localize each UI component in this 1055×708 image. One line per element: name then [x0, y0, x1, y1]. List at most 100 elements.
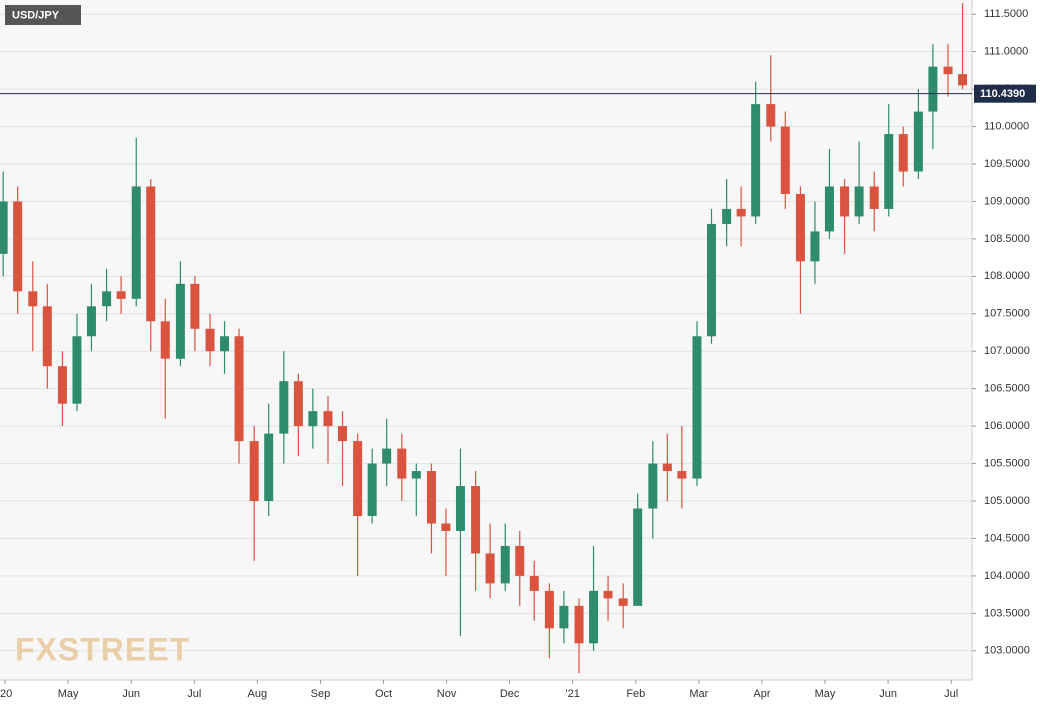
- candle-body: [928, 66, 938, 112]
- x-tick-label: Oct: [375, 688, 392, 700]
- candle-body: [751, 104, 761, 217]
- candle-body: [0, 201, 8, 254]
- candle-body: [249, 441, 259, 502]
- x-tick-label: Feb: [626, 688, 645, 700]
- watermark: FXSTREET: [15, 631, 190, 667]
- x-tick-label: Sep: [311, 688, 331, 700]
- candle-body: [544, 590, 554, 629]
- candle-body: [397, 448, 407, 479]
- candle-body: [633, 508, 643, 606]
- y-tick-label: 106.0000: [984, 420, 1030, 432]
- candle-body: [382, 448, 392, 464]
- candle-body: [500, 545, 510, 584]
- candle-body: [279, 381, 289, 434]
- y-tick-label: 111.5000: [984, 8, 1028, 20]
- x-tick-label: Jun: [879, 688, 897, 700]
- candle-body: [854, 186, 864, 217]
- candle-body: [323, 411, 333, 427]
- y-tick-label: 107.0000: [984, 345, 1030, 357]
- candle-body: [160, 321, 170, 359]
- candle-body: [116, 291, 126, 299]
- y-tick-label: 109.5000: [984, 158, 1030, 170]
- x-tick-label: Apr: [753, 688, 770, 700]
- candle-body: [824, 186, 834, 232]
- candle-body: [706, 223, 716, 337]
- candle-body: [869, 186, 879, 209]
- candle-body: [958, 74, 968, 86]
- candle-body: [898, 134, 908, 172]
- x-tick-label: Mar: [689, 688, 708, 700]
- y-tick-label: 108.0000: [984, 270, 1030, 282]
- y-tick-label: 104.5000: [984, 532, 1030, 544]
- x-tick-label: '20: [0, 688, 12, 700]
- candle-body: [338, 426, 348, 442]
- candle-body: [589, 590, 599, 644]
- candle-body: [618, 598, 628, 606]
- candle-body: [913, 111, 923, 172]
- candle-body: [677, 471, 687, 479]
- candle-body: [662, 463, 672, 472]
- grid: [0, 13, 972, 652]
- candle-body: [455, 486, 465, 531]
- x-tick-label: May: [58, 688, 79, 700]
- candle-body: [57, 366, 67, 404]
- candle-body: [28, 291, 38, 307]
- candle-body: [264, 433, 274, 502]
- candle-body: [648, 463, 658, 509]
- candle-body: [190, 283, 200, 329]
- last-price-label: 110.4390: [980, 88, 1025, 100]
- y-tick-label: 105.5000: [984, 457, 1030, 469]
- x-tick-label: Aug: [248, 688, 268, 700]
- candle-body: [293, 381, 303, 427]
- title-box: [5, 5, 81, 25]
- candle-body: [559, 605, 569, 629]
- x-tick-label: May: [815, 688, 836, 700]
- x-tick-label: Jul: [187, 688, 201, 700]
- candle-body: [102, 291, 112, 307]
- candle-body: [766, 104, 776, 127]
- candle-body: [722, 208, 732, 224]
- candle-body: [471, 486, 481, 554]
- x-tick-label: '21: [566, 688, 580, 700]
- y-tick-label: 103.5000: [984, 607, 1030, 619]
- candle-body: [13, 201, 23, 292]
- candle-body: [234, 336, 244, 442]
- candle-body: [175, 283, 185, 359]
- candle-body: [574, 605, 584, 644]
- y-tick-label: 104.0000: [984, 570, 1030, 582]
- candle-body: [780, 126, 790, 194]
- candle-body: [411, 471, 421, 479]
- candle-body: [485, 553, 495, 584]
- candles: [0, 2, 968, 674]
- y-tick-label: 108.5000: [984, 233, 1030, 245]
- candle-body: [220, 336, 230, 352]
- last-price-box: [974, 84, 1036, 103]
- candle-body: [795, 193, 805, 262]
- candle-body: [884, 134, 894, 209]
- candle-body: [810, 231, 820, 262]
- y-tick-label: 103.0000: [984, 645, 1030, 657]
- candle-body: [692, 336, 702, 479]
- x-tick-label: Dec: [500, 688, 520, 700]
- y-tick-label: 111.0000: [984, 46, 1028, 58]
- candle-body: [943, 66, 953, 75]
- candle-body: [840, 186, 850, 217]
- y-tick-label: 110.0000: [984, 120, 1029, 132]
- y-tick-label: 105.0000: [984, 495, 1030, 507]
- candle-body: [308, 411, 318, 427]
- candle-body: [86, 306, 96, 337]
- y-tick-label: 109.0000: [984, 195, 1030, 207]
- x-tick-label: Nov: [437, 688, 457, 700]
- candle-body: [146, 186, 156, 322]
- candle-body: [353, 441, 363, 516]
- candle-body: [529, 575, 539, 591]
- candle-body: [441, 523, 451, 531]
- candle-body: [426, 471, 436, 524]
- candle-body: [603, 590, 613, 599]
- x-tick-label: Jul: [944, 688, 958, 700]
- candle-body: [72, 336, 82, 404]
- candle-body: [736, 208, 746, 217]
- y-tick-label: 106.5000: [984, 383, 1030, 395]
- chart-title: USD/JPY: [12, 9, 60, 21]
